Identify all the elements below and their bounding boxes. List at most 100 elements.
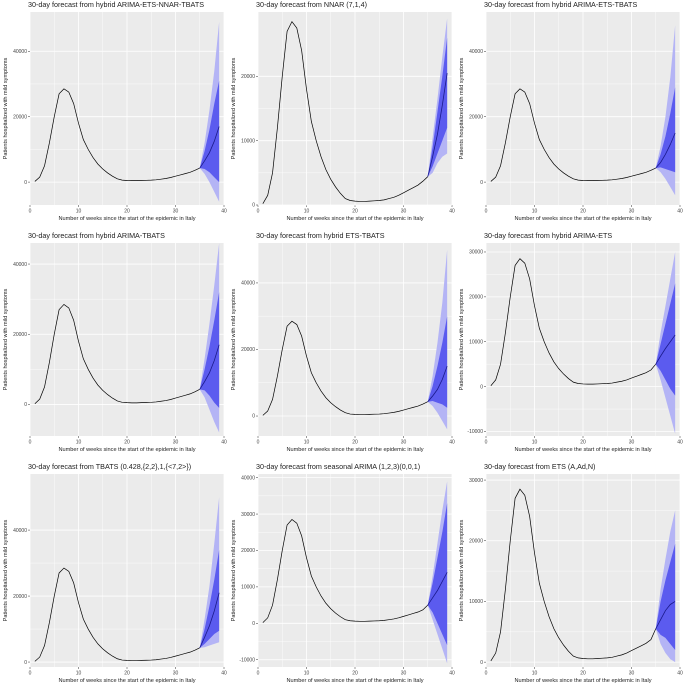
prediction-interval-80 <box>655 87 676 173</box>
y-tick-label: 20000 <box>13 594 27 600</box>
y-tick-label: 40000 <box>13 528 27 534</box>
y-axis-label: Patients hospitalized with mild symptoms <box>3 288 9 390</box>
chart-panel-8: 30-day forecast from seasonal ARIMA (1,2… <box>230 462 458 693</box>
x-axis-label: Number of weeks since the start of the e… <box>58 678 195 684</box>
chart-panel-3: 30-day forecast from hybrid ARIMA-ETS-TB… <box>458 0 685 231</box>
y-axis-label: Patients hospitalized with mild symptoms <box>459 519 465 621</box>
chart-title: 30-day forecast from hybrid ARIMA-TBATS <box>28 231 165 240</box>
x-tick-label: 30 <box>401 440 407 446</box>
chart-title: 30-day forecast from hybrid ETS-TBATS <box>256 231 385 240</box>
x-axis-label: Number of weeks since the start of the e… <box>58 447 195 453</box>
prediction-interval-80 <box>427 316 448 408</box>
y-tick-label: 20000 <box>13 114 27 120</box>
x-tick-label: 40 <box>221 671 227 677</box>
y-tick-label: 20000 <box>469 295 483 301</box>
observed-series-line <box>34 567 200 662</box>
y-tick-label: 20000 <box>241 74 255 80</box>
y-tick-label: 0 <box>480 180 483 186</box>
x-tick-label: 40 <box>677 440 683 446</box>
forecast-mean-line <box>655 334 676 365</box>
chart-svg: 0 10 20 30 40 0 20000 40000 Number of weeks sinc… <box>3 474 227 684</box>
observed-series-line <box>490 88 656 182</box>
prediction-interval-80 <box>199 549 220 648</box>
chart-svg: 0 10 20 30 40 0 20000 40000 Number of weeks sinc… <box>459 12 683 222</box>
chart-title: 30-day forecast from NNAR (7,1,4) <box>256 0 368 9</box>
chart-title: 30-day forecast from ETS (A,Ad,N) <box>484 462 596 471</box>
x-axis-label: Number of weeks since the start of the e… <box>286 216 423 222</box>
y-tick-label: 10000 <box>469 599 483 605</box>
chart-panel-9: 30-day forecast from ETS (A,Ad,N) 0 10 20 30… <box>458 462 685 693</box>
x-tick-label: 30 <box>401 209 407 215</box>
x-tick-label: 20 <box>352 209 358 215</box>
x-tick-label: 10 <box>76 440 82 446</box>
x-tick-label: 40 <box>677 671 683 677</box>
y-tick-label: 30000 <box>469 250 483 256</box>
y-tick-label: 40000 <box>241 281 255 287</box>
y-tick-label: 40000 <box>13 262 27 268</box>
x-tick-label: 10 <box>532 440 538 446</box>
x-axis-label: Number of weeks since the start of the e… <box>514 216 651 222</box>
y-tick-label: 40000 <box>469 49 483 55</box>
x-tick-label: 30 <box>629 440 635 446</box>
y-tick-label: 20000 <box>469 114 483 120</box>
forecast-mean-line <box>655 601 676 629</box>
x-tick-label: 20 <box>352 440 358 446</box>
x-tick-label: 30 <box>173 209 179 215</box>
y-tick-label: 10000 <box>469 339 483 345</box>
x-tick-label: 0 <box>29 671 32 677</box>
prediction-interval-80 <box>655 543 676 651</box>
x-tick-label: 10 <box>304 209 310 215</box>
y-tick-label: 0 <box>24 402 27 408</box>
x-tick-label: 30 <box>629 209 635 215</box>
x-axis-label: Number of weeks since the start of the e… <box>58 216 195 222</box>
forecast-mean-line <box>427 572 448 606</box>
prediction-interval-80 <box>655 283 676 396</box>
y-tick-label: 20000 <box>469 538 483 544</box>
observed-series-line <box>262 519 428 623</box>
x-tick-label: 0 <box>485 440 488 446</box>
observed-series-line <box>34 303 200 404</box>
forecast-mean-line <box>199 126 220 169</box>
y-tick-label: 20000 <box>241 347 255 353</box>
x-tick-label: 40 <box>449 209 455 215</box>
forecast-mean-line <box>199 344 220 390</box>
x-tick-label: 20 <box>124 671 130 677</box>
x-tick-label: 0 <box>257 440 260 446</box>
y-tick-label: 30000 <box>241 512 255 518</box>
x-axis-label: Number of weeks since the start of the e… <box>514 447 651 453</box>
y-tick-label: 0 <box>480 384 483 390</box>
chart-svg: 0 10 20 30 40 0 20000 40000 Number of weeks sinc… <box>3 243 227 453</box>
chart-panel-7: 30-day forecast from TBATS (0.428,{2,2},… <box>2 462 230 693</box>
x-tick-label: 20 <box>580 440 586 446</box>
x-tick-label: 20 <box>580 209 586 215</box>
forecast-mean-line <box>427 73 448 177</box>
x-tick-label: 30 <box>173 440 179 446</box>
y-tick-label: 0 <box>252 414 255 420</box>
x-tick-label: 10 <box>76 209 82 215</box>
prediction-interval-80 <box>199 292 220 408</box>
observed-series-line <box>34 88 200 182</box>
y-tick-label: 30000 <box>469 478 483 484</box>
y-tick-label: 0 <box>252 203 255 209</box>
y-axis-label: Patients hospitalized with mild symptoms <box>459 288 465 390</box>
chart-title: 30-day forecast from TBATS (0.428,{2,2},… <box>28 462 192 471</box>
chart-panel-5: 30-day forecast from hybrid ETS-TBATS 0 10… <box>230 231 458 462</box>
y-axis-label: Patients hospitalized with mild symptoms <box>231 288 237 390</box>
chart-title: 30-day forecast from seasonal ARIMA (1,2… <box>256 462 421 471</box>
y-tick-label: 0 <box>480 660 483 666</box>
forecast-mean-line <box>655 132 676 169</box>
prediction-interval-80 <box>427 37 448 177</box>
observed-series-line <box>490 488 657 662</box>
y-axis-label: Patients hospitalized with mild symptoms <box>3 519 9 621</box>
y-tick-label: 20000 <box>241 548 255 554</box>
x-tick-label: 30 <box>629 671 635 677</box>
x-tick-label: 10 <box>532 671 538 677</box>
chart-panel-1: 30-day forecast from hybrid ARIMA-ETS-NN… <box>2 0 230 231</box>
y-axis-label: Patients hospitalized with mild symptoms <box>231 57 237 159</box>
y-axis-label: Patients hospitalized with mild symptoms <box>231 519 237 621</box>
chart-panel-2: 30-day forecast from NNAR (7,1,4) 0 10 20 30… <box>230 0 458 231</box>
y-tick-label: -10000 <box>239 657 255 663</box>
x-tick-label: 0 <box>485 671 488 677</box>
